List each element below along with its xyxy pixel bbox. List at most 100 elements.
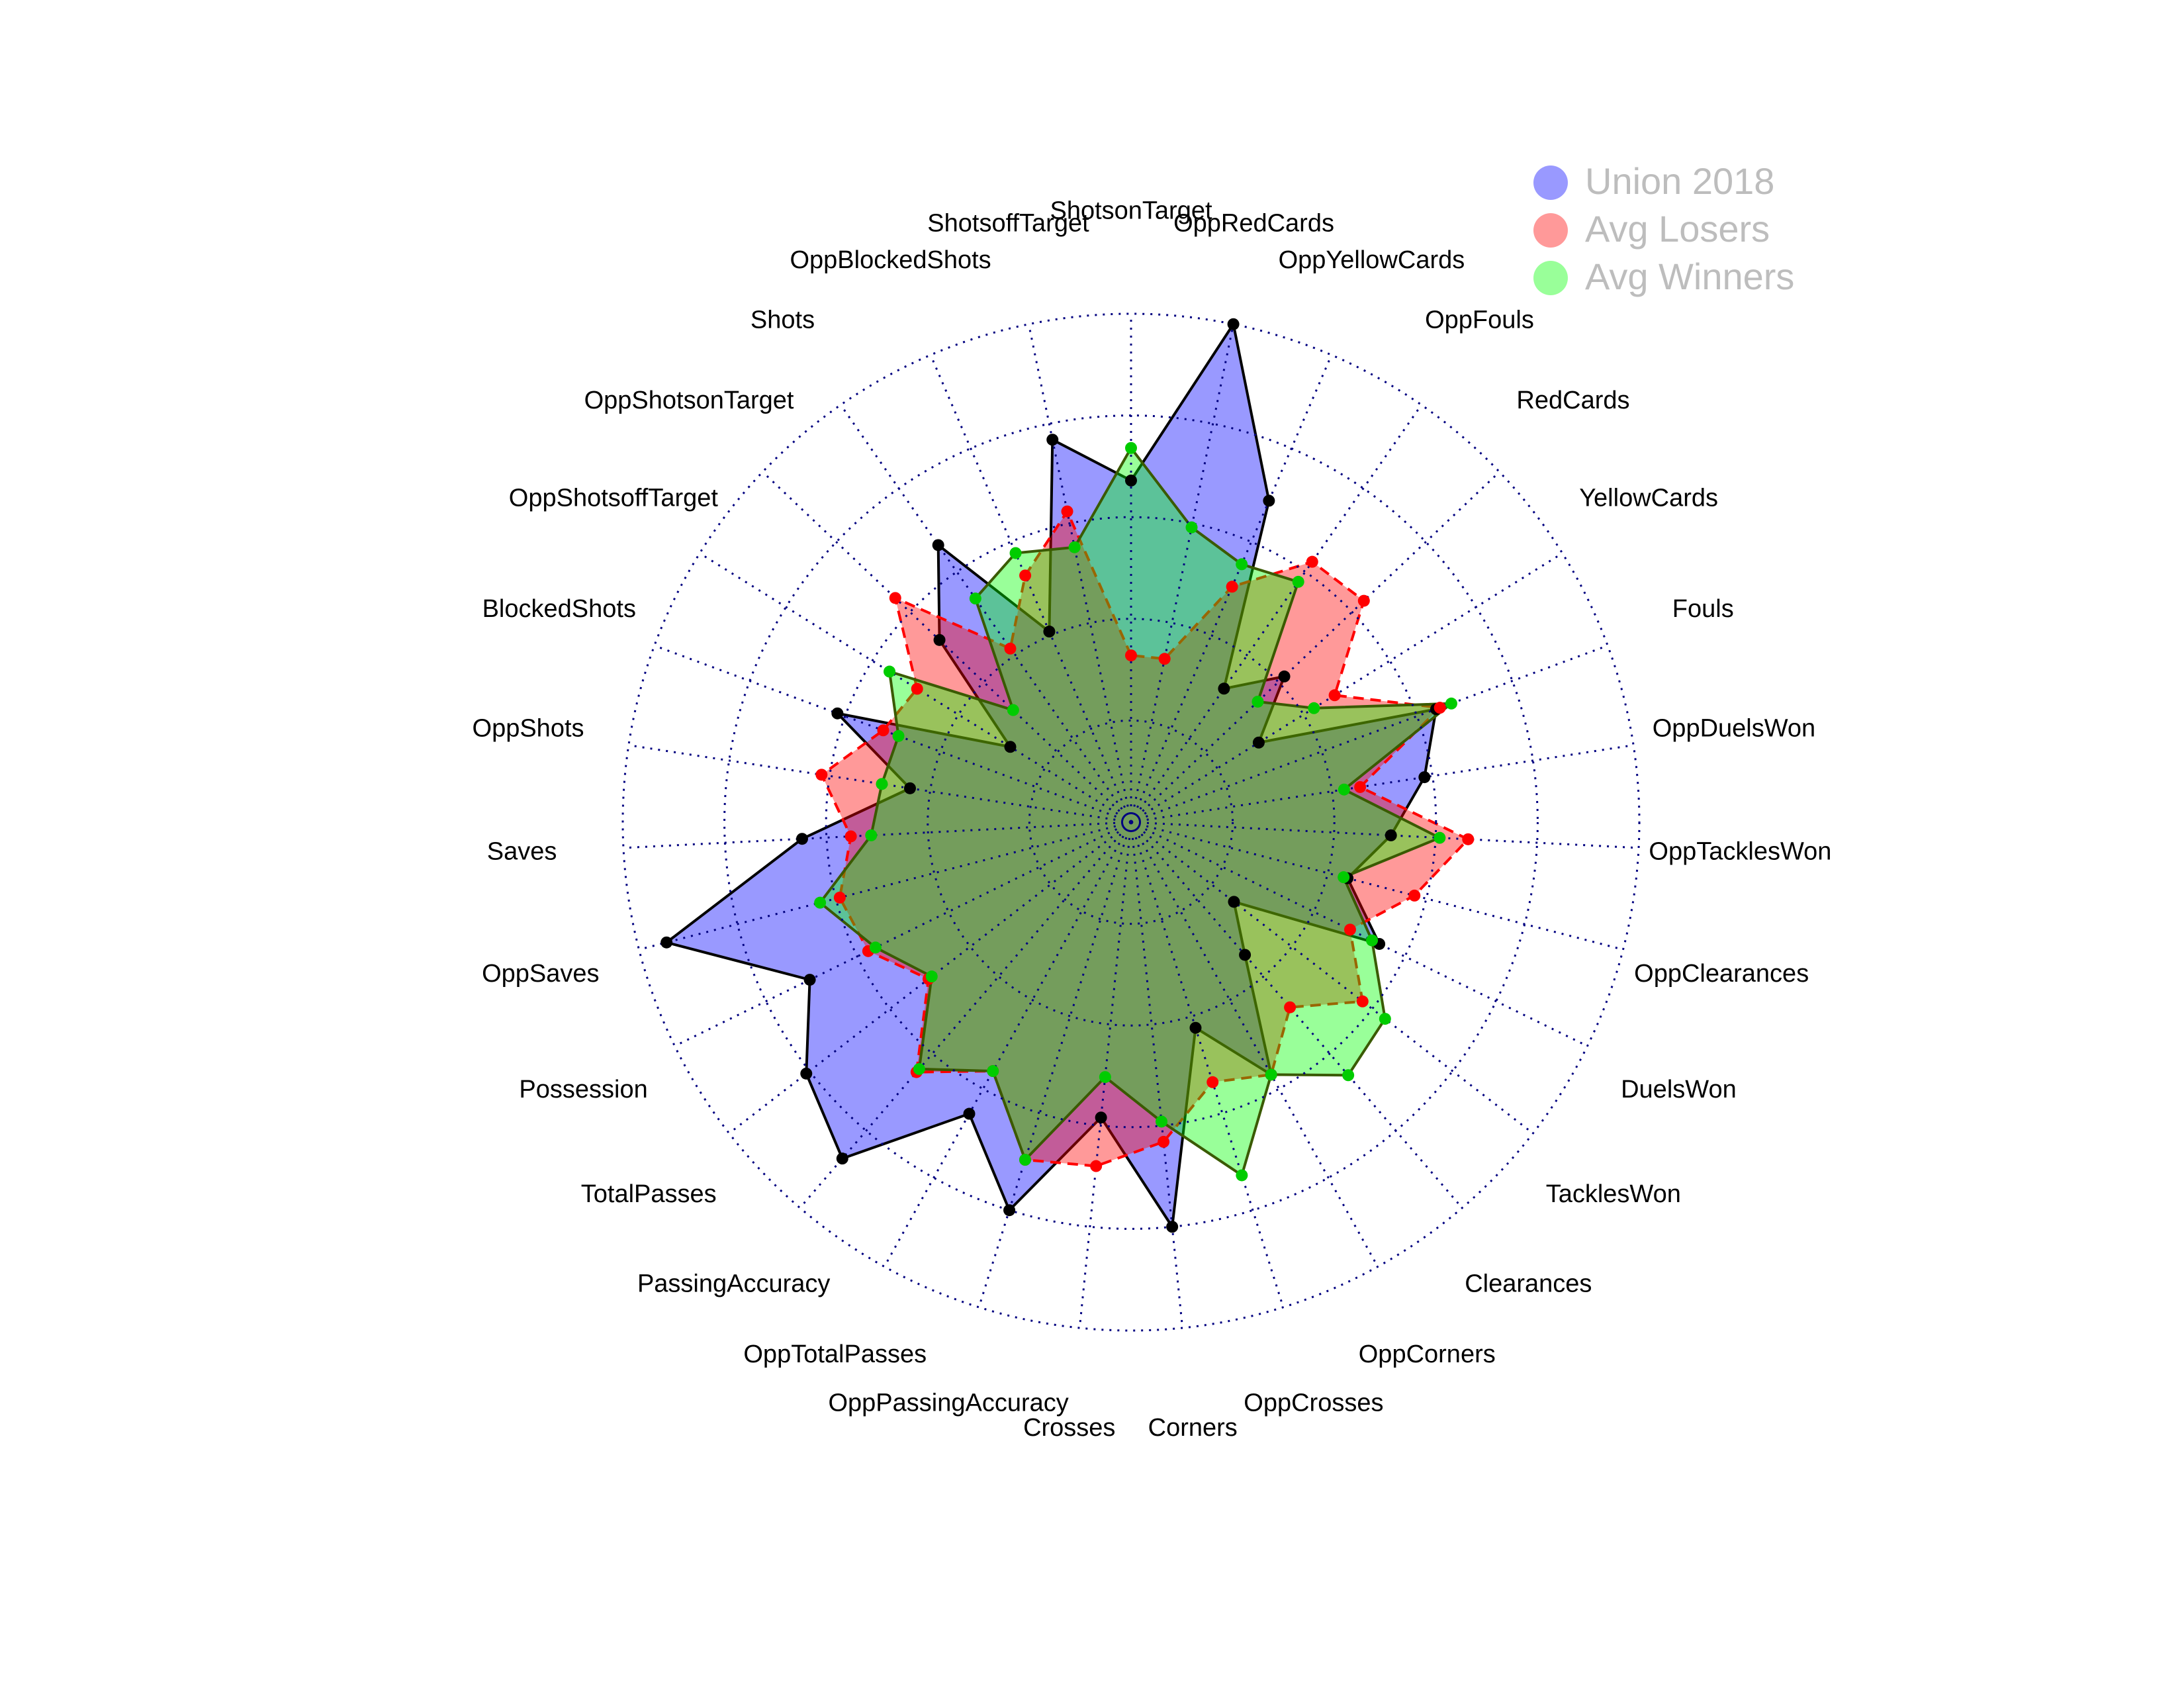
grid-spoke	[1130, 821, 1184, 1329]
data-point	[844, 830, 857, 843]
data-point	[1158, 653, 1171, 665]
data-point	[1418, 771, 1431, 784]
data-point	[969, 592, 981, 605]
data-point	[814, 896, 827, 909]
data-point	[1328, 689, 1341, 702]
grid-spoke	[1130, 552, 1563, 823]
data-point	[911, 682, 923, 695]
data-point	[1189, 1021, 1202, 1034]
data-point	[1278, 670, 1291, 682]
data-point	[876, 778, 888, 790]
data-point	[1366, 934, 1379, 947]
data-point	[1004, 741, 1017, 753]
axis-label: Fouls	[1672, 595, 1734, 623]
data-point	[1226, 581, 1238, 593]
axis-label: Clearances	[1465, 1270, 1592, 1297]
data-point	[660, 936, 673, 949]
data-point	[1343, 923, 1356, 936]
data-point	[1306, 555, 1318, 568]
axis-label: OppCrosses	[1244, 1389, 1383, 1417]
data-point	[889, 592, 901, 604]
axis-label: OppTotalPasses	[743, 1340, 927, 1368]
grid-spoke	[1130, 821, 1588, 1047]
data-point	[796, 833, 808, 845]
series-area	[663, 320, 1438, 1231]
legend-marker	[1533, 165, 1568, 200]
axis-label: OppShotsoffTarget	[509, 485, 719, 512]
grid-ring	[621, 312, 1641, 1332]
axis-label: TotalPasses	[581, 1180, 717, 1208]
axis-label: Crosses	[1023, 1414, 1115, 1442]
data-point	[1239, 949, 1251, 961]
data-point	[815, 769, 828, 781]
data-point	[1354, 780, 1367, 793]
data-point	[1292, 575, 1304, 588]
axis-label: OppClearances	[1634, 960, 1809, 988]
data-point	[1185, 521, 1198, 534]
data-point	[1356, 995, 1369, 1008]
axis-label: OppShots	[473, 714, 584, 742]
data-point	[1462, 833, 1475, 845]
data-point	[884, 665, 896, 678]
axis-label: OppShotsonTarget	[584, 387, 794, 414]
grid-ring	[1028, 719, 1234, 925]
axis-label: Possession	[519, 1076, 647, 1103]
grid-spoke	[674, 821, 1132, 1047]
grid-spoke	[654, 644, 1132, 823]
axis-label: OppBlockedShots	[790, 246, 991, 274]
data-point	[800, 1067, 813, 1080]
data-point	[831, 707, 844, 720]
legend-marker	[1533, 261, 1568, 295]
axis-label: OppTacklesWon	[1649, 838, 1831, 866]
grid-spoke	[1130, 821, 1463, 1209]
data-point	[1019, 569, 1032, 582]
data-point	[987, 1065, 999, 1078]
axis-label: OppFouls	[1425, 306, 1534, 334]
data-point	[865, 829, 878, 841]
legend-label: Union 2018	[1585, 160, 1774, 202]
axis-label: Shots	[751, 306, 815, 334]
data-point	[1338, 871, 1350, 884]
axis-label: OppYellowCards	[1279, 246, 1465, 274]
data-point	[1166, 1221, 1179, 1233]
data-point	[1004, 642, 1017, 655]
data-point	[913, 1062, 925, 1075]
axis-label: OppSaves	[482, 960, 599, 988]
data-point	[1099, 1071, 1111, 1084]
data-point	[1284, 1001, 1297, 1013]
data-point	[803, 974, 816, 986]
data-point	[1433, 831, 1446, 844]
data-point	[903, 782, 916, 794]
data-point	[1227, 318, 1240, 330]
data-point	[1263, 494, 1275, 507]
data-point	[1251, 695, 1264, 708]
data-point	[1155, 1115, 1167, 1128]
axis-label: ShotsonTarget	[1050, 197, 1212, 224]
axis-label: DuelsWon	[1621, 1076, 1737, 1103]
data-point	[1090, 1160, 1103, 1172]
data-point	[933, 633, 946, 646]
data-point	[836, 1152, 848, 1165]
data-point	[1252, 736, 1265, 749]
data-point	[1433, 702, 1446, 714]
grid-ring	[825, 516, 1437, 1129]
data-point	[1003, 1204, 1016, 1217]
grid-ring	[927, 618, 1336, 1027]
legend-marker	[1533, 213, 1568, 248]
data-point	[1408, 889, 1421, 902]
data-point	[1061, 505, 1073, 518]
axis-label: PassingAccuracy	[637, 1270, 830, 1297]
data-point	[1379, 1013, 1391, 1025]
data-point	[1342, 1069, 1355, 1082]
data-point	[1068, 541, 1081, 553]
legend-label: Avg Winners	[1585, 256, 1794, 297]
axis-label: OppDuelsWon	[1653, 714, 1815, 742]
data-point	[1236, 558, 1248, 571]
series-area	[819, 508, 1471, 1168]
data-point	[1007, 704, 1019, 716]
grid-spoke	[840, 404, 1132, 823]
data-point	[892, 729, 905, 742]
data-point	[833, 891, 846, 904]
grid-spoke	[1130, 821, 1534, 1135]
